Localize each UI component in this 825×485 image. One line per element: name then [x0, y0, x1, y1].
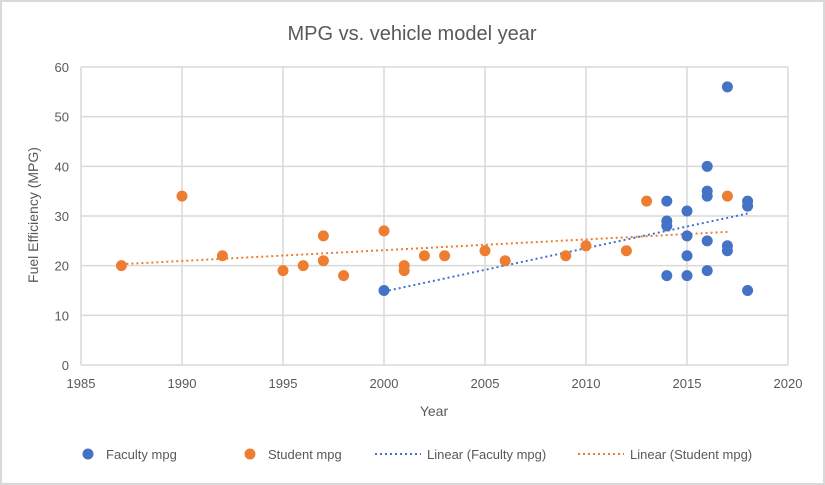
x-tick-label: 2005 [471, 376, 500, 391]
legend-item: Linear (Faculty mpg) [375, 447, 546, 462]
student-point [641, 195, 653, 207]
faculty-point [701, 235, 713, 247]
student-point [580, 240, 592, 252]
student-point [620, 245, 632, 257]
legend: Faculty mpg Student mpg Linear (Faculty mp… [82, 447, 752, 462]
faculty-point [742, 285, 754, 296]
student-point [398, 265, 410, 277]
x-tick-label: 2020 [774, 376, 803, 391]
trendlines [121, 212, 748, 293]
student-point [479, 245, 491, 257]
x-tick-label: 2015 [673, 376, 702, 391]
faculty-legend-marker-icon [82, 448, 94, 460]
x-axis-title: Year [420, 403, 449, 419]
student-point [721, 190, 733, 202]
y-tick-label: 0 [62, 358, 69, 373]
faculty-point [661, 270, 673, 282]
y-tick-label: 10 [55, 308, 69, 323]
faculty-point [701, 265, 713, 277]
student-point [317, 255, 329, 267]
y-tick-label: 30 [55, 209, 69, 224]
faculty-point [721, 245, 733, 257]
student-point [418, 250, 430, 262]
legend-label: Linear (Faculty mpg) [427, 447, 546, 462]
y-tick-label: 60 [55, 60, 69, 75]
faculty-point [661, 220, 673, 232]
data-points [115, 81, 754, 296]
student-point [560, 250, 572, 262]
faculty-point [378, 285, 390, 296]
student-point [378, 225, 390, 237]
faculty-point [701, 160, 713, 172]
x-axis-ticks: 1985 1990 1995 2000 2005 2010 2015 2020 [67, 376, 803, 391]
faculty-point [681, 230, 693, 242]
y-tick-label: 40 [55, 159, 69, 174]
x-tick-label: 1995 [269, 376, 298, 391]
faculty-point [742, 200, 754, 212]
gridlines [80, 66, 789, 366]
student-legend-marker-icon [244, 448, 256, 460]
y-axis-ticks: 0 10 20 30 40 50 60 [55, 60, 69, 373]
student-point [439, 250, 451, 262]
x-tick-label: 2000 [370, 376, 399, 391]
chart-title: MPG vs. vehicle model year [288, 23, 537, 45]
student-point [499, 255, 511, 267]
legend-item: Student mpg [244, 447, 342, 462]
faculty-point [681, 250, 693, 262]
faculty-point [701, 190, 713, 202]
legend-label: Faculty mpg [106, 447, 177, 462]
student-point [176, 190, 188, 202]
legend-item: Linear (Student mpg) [578, 447, 752, 462]
y-tick-label: 20 [55, 259, 69, 274]
legend-label: Linear (Student mpg) [630, 447, 752, 462]
x-tick-label: 2010 [572, 376, 601, 391]
y-axis-title: Fuel Efficiency (MPG) [25, 147, 41, 283]
x-tick-label: 1990 [168, 376, 197, 391]
student-point [216, 250, 228, 262]
faculty-point [721, 81, 733, 93]
student-point [277, 265, 289, 277]
faculty-point [681, 205, 693, 217]
student-point [317, 230, 329, 242]
student-point [115, 260, 127, 272]
legend-item: Faculty mpg [82, 447, 177, 462]
y-tick-label: 50 [55, 110, 69, 125]
faculty-point [661, 195, 673, 207]
student-point [338, 270, 350, 282]
legend-label: Student mpg [268, 447, 342, 462]
student-point [297, 260, 309, 272]
faculty-point [681, 270, 693, 282]
x-tick-label: 1985 [67, 376, 96, 391]
